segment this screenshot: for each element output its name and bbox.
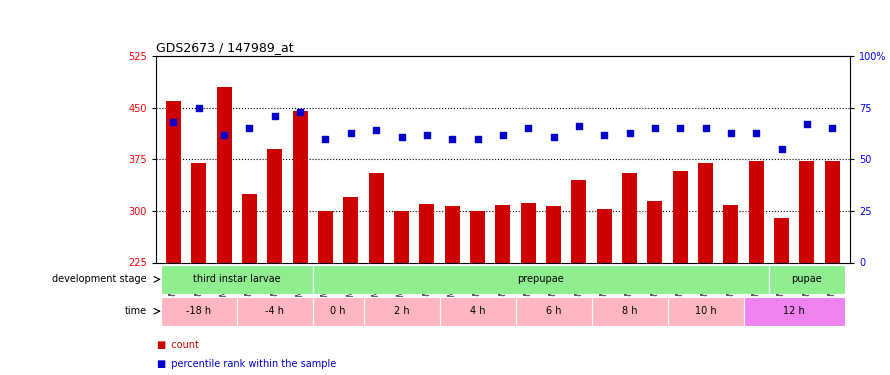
Bar <box>546 206 561 262</box>
Text: third instar larvae: third instar larvae <box>193 274 280 284</box>
Bar <box>647 201 662 262</box>
Point <box>749 129 764 135</box>
Text: development stage: development stage <box>53 274 147 284</box>
Text: 6 h: 6 h <box>546 306 562 316</box>
Bar <box>216 87 231 262</box>
Text: 12 h: 12 h <box>783 306 805 316</box>
Bar <box>267 149 282 262</box>
Text: 8 h: 8 h <box>622 306 637 316</box>
Text: -4 h: -4 h <box>265 306 284 316</box>
Text: count: count <box>165 340 198 350</box>
Bar <box>312 297 363 326</box>
Bar <box>774 218 789 262</box>
Point <box>825 125 839 131</box>
Point <box>648 125 662 131</box>
Bar <box>592 297 668 326</box>
Bar <box>368 173 384 262</box>
Bar <box>799 161 814 262</box>
Point <box>268 113 282 119</box>
Point <box>191 105 206 111</box>
Point <box>622 129 636 135</box>
Bar <box>191 163 206 262</box>
Bar <box>825 161 840 262</box>
Point <box>293 109 307 115</box>
Bar <box>363 297 440 326</box>
Bar <box>698 163 713 262</box>
Bar <box>743 297 845 326</box>
Point <box>394 134 409 140</box>
Text: ■: ■ <box>156 359 165 369</box>
Bar <box>596 209 611 262</box>
Point <box>571 123 586 129</box>
Text: prepupae: prepupae <box>517 274 564 284</box>
Point <box>445 136 459 142</box>
Bar <box>419 204 434 262</box>
Point <box>800 121 814 127</box>
Point <box>471 136 485 142</box>
Bar <box>394 211 409 262</box>
Point <box>496 132 510 138</box>
Text: percentile rank within the sample: percentile rank within the sample <box>165 359 336 369</box>
Text: -18 h: -18 h <box>186 306 212 316</box>
Point <box>774 146 789 152</box>
Point <box>420 132 434 138</box>
Point <box>217 132 231 138</box>
Bar <box>166 101 181 262</box>
Point <box>369 128 384 134</box>
Bar <box>293 111 308 262</box>
Text: 4 h: 4 h <box>470 306 485 316</box>
Point <box>546 134 561 140</box>
Bar <box>312 265 769 294</box>
Bar <box>515 297 592 326</box>
Text: GDS2673 / 147989_at: GDS2673 / 147989_at <box>156 41 294 54</box>
Bar <box>344 197 359 262</box>
Bar <box>242 194 257 262</box>
Bar <box>748 161 764 262</box>
Bar <box>495 206 511 262</box>
Text: ■: ■ <box>156 340 165 350</box>
Bar <box>445 206 460 262</box>
Bar <box>161 265 312 294</box>
Point <box>673 125 687 131</box>
Bar <box>673 171 688 262</box>
Bar <box>440 297 515 326</box>
Bar <box>571 180 587 262</box>
Point <box>344 129 358 135</box>
Bar <box>161 297 237 326</box>
Point <box>166 119 181 125</box>
Bar <box>622 173 637 262</box>
Point <box>597 132 611 138</box>
Bar <box>724 206 739 262</box>
Text: 0 h: 0 h <box>330 306 346 316</box>
Text: time: time <box>125 306 147 316</box>
Bar <box>470 211 485 262</box>
Bar <box>237 297 312 326</box>
Bar <box>521 202 536 262</box>
Bar <box>769 265 845 294</box>
Text: pupae: pupae <box>791 274 822 284</box>
Bar <box>318 211 333 262</box>
Point <box>242 125 256 131</box>
Point <box>521 125 535 131</box>
Point <box>319 136 333 142</box>
Point <box>724 129 738 135</box>
Bar <box>668 297 743 326</box>
Text: 2 h: 2 h <box>393 306 409 316</box>
Point <box>699 125 713 131</box>
Text: 10 h: 10 h <box>695 306 716 316</box>
